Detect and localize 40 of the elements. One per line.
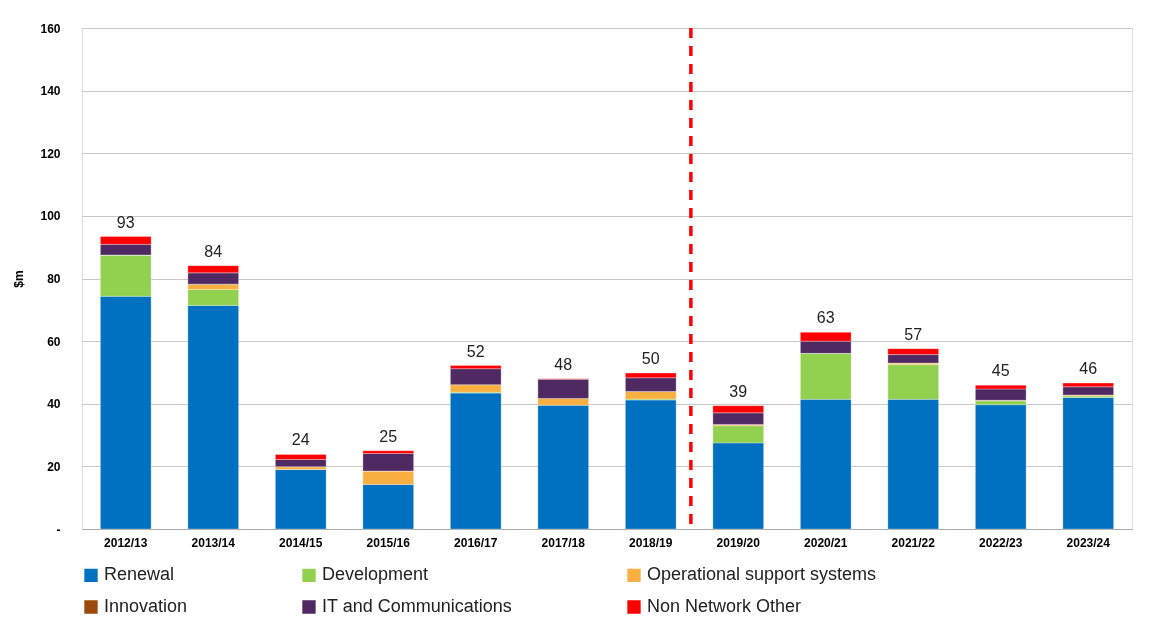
total-label: 45 [991,362,1010,380]
total-label: 48 [554,355,573,373]
y-axis-title: $m [12,270,27,288]
legend-label: IT and Communications [322,596,512,616]
legend-label: Renewal [104,564,175,585]
total-label: 46 [1079,360,1098,378]
x-tick-label: 2021/22 [891,535,936,550]
x-tick-label: 2015/16 [366,535,411,550]
x-tick-label: 2012/13 [104,535,148,550]
x-tick-label: 2018/19 [629,535,673,550]
total-label: 25 [379,427,398,445]
total-label: 52 [466,342,485,360]
x-tick-label: 2016/17 [454,535,498,550]
y-tick-label: - [56,522,61,537]
y-tick-label: 20 [47,459,61,474]
x-tick-label: 2013/14 [191,535,236,550]
y-tick-label: 40 [47,397,61,412]
x-tick-label: 2023/24 [1066,535,1111,550]
x-tick-label: 2019/20 [716,535,761,550]
x-tick-label: 2020/21 [804,535,848,550]
total-label: 39 [729,382,748,400]
y-tick-label: 100 [40,209,61,224]
total-label: 24 [291,431,310,449]
y-tick-label: 120 [40,146,61,161]
legend-label: Operational support systems [647,564,877,585]
legend-label: Innovation [104,596,188,616]
y-tick-label: 140 [40,84,61,99]
x-tick-label: 2017/18 [541,535,586,550]
total-label: 84 [204,242,223,260]
total-label: 50 [641,350,660,368]
x-tick-label: 2014/15 [279,535,323,550]
y-tick-label: 80 [47,272,61,286]
total-label: 63 [816,309,835,327]
y-tick-label: 60 [47,334,61,349]
total-label: 93 [116,213,135,231]
x-tick-label: 2022/23 [979,535,1023,550]
legend-label: Development [322,564,429,585]
legend-label: Non Network Other [647,596,802,616]
y-tick-label: 160 [40,21,61,36]
total-label: 57 [904,325,923,343]
